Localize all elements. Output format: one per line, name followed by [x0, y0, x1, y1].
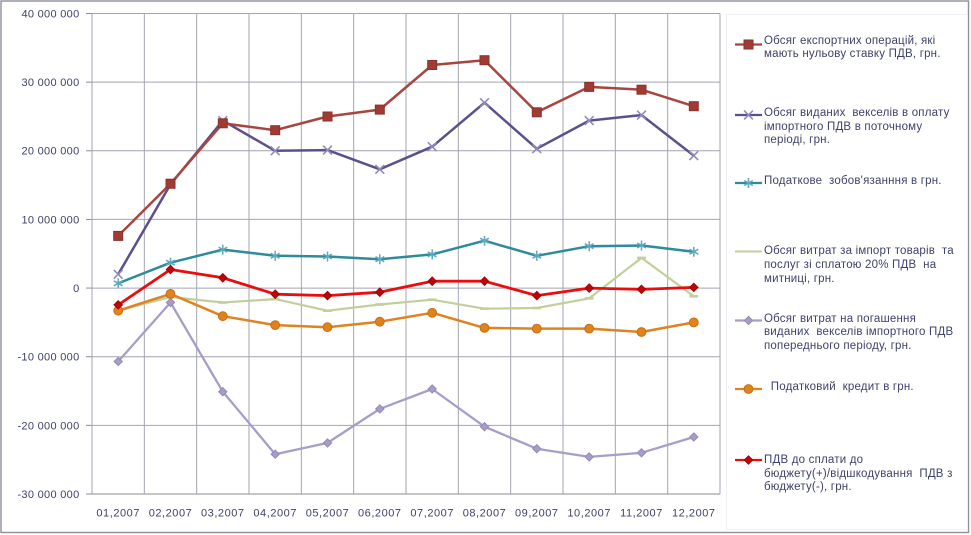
svg-text:06,2007: 06,2007 [358, 508, 402, 520]
svg-text:-20 000 000: -20 000 000 [17, 420, 79, 432]
svg-text:04,2007: 04,2007 [253, 508, 297, 520]
svg-text:10,2007: 10,2007 [567, 508, 611, 520]
svg-text:07,2007: 07,2007 [410, 508, 454, 520]
svg-text:10 000 000: 10 000 000 [21, 214, 79, 226]
svg-text:09,2007: 09,2007 [515, 508, 559, 520]
svg-text:01,2007: 01,2007 [96, 508, 140, 520]
svg-text:-30 000 000: -30 000 000 [17, 489, 79, 501]
svg-text:20 000 000: 20 000 000 [21, 146, 79, 158]
svg-text:-10 000 000: -10 000 000 [17, 352, 79, 364]
svg-text:40 000 000: 40 000 000 [21, 8, 79, 20]
svg-text:02,2007: 02,2007 [149, 508, 193, 520]
svg-text:0: 0 [73, 283, 79, 295]
svg-text:12,2007: 12,2007 [672, 508, 716, 520]
svg-text:08,2007: 08,2007 [463, 508, 507, 520]
svg-text:05,2007: 05,2007 [306, 508, 350, 520]
svg-text:11,2007: 11,2007 [620, 508, 663, 520]
svg-text:03,2007: 03,2007 [201, 508, 245, 520]
svg-text:30 000 000: 30 000 000 [21, 77, 79, 89]
